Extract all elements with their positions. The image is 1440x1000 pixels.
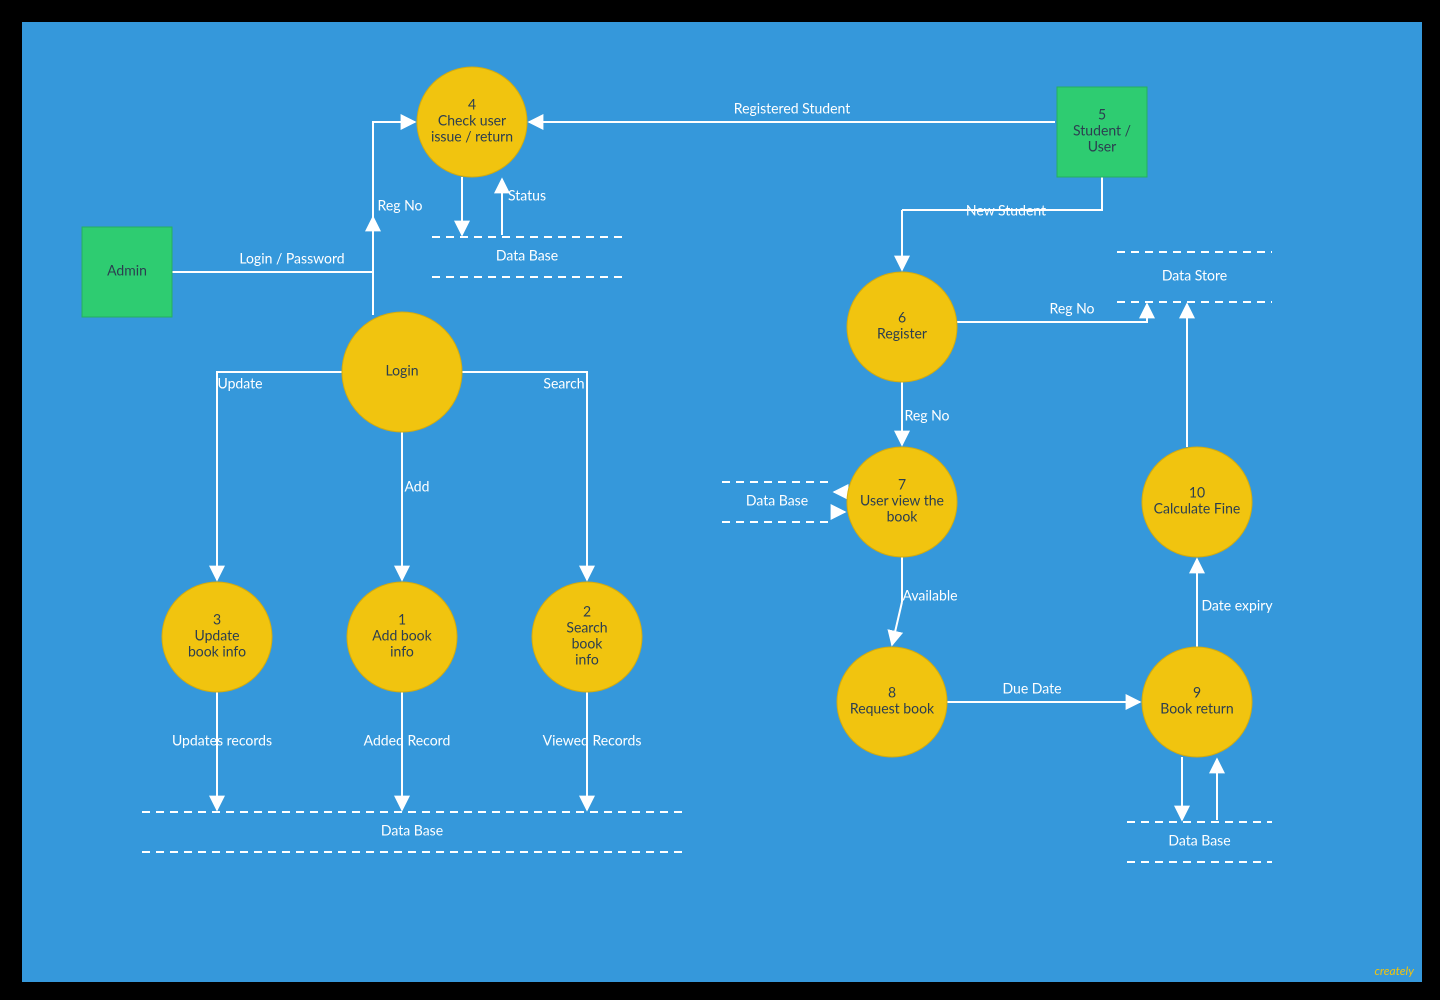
svg-text:Reg No: Reg No [378,197,423,214]
e_login_n1: Add [402,432,430,580]
panel: Login / Password Reg No Registered Student… [20,20,1424,984]
svg-text:info: info [575,651,599,668]
svg-text:issue / return: issue / return [431,128,513,145]
svg-text:Viewed Records: Viewed Records [543,732,642,749]
svg-text:User view the: User view the [860,492,944,509]
e_n7_n8b [892,602,902,645]
node-n6: 6Register [847,272,957,382]
svg-text:book: book [572,635,604,652]
node-admin: Admin [82,227,172,317]
svg-text:4: 4 [468,96,476,113]
svg-text:User: User [1088,138,1117,155]
svg-text:1: 1 [398,611,406,628]
svg-text:Status: Status [508,187,546,204]
svg-text:Due Date: Due Date [1002,680,1061,697]
svg-text:New Student: New Student [966,202,1046,219]
e_n6_n7: Reg No [902,382,950,445]
node-n9: 9Book return [1142,647,1252,757]
svg-text:10: 10 [1189,484,1205,501]
svg-text:6: 6 [898,309,906,326]
e_n3_db: Updates records [172,692,272,810]
svg-text:Calculate Fine: Calculate Fine [1154,500,1241,517]
svg-text:5: 5 [1098,106,1106,123]
svg-text:book: book [887,508,919,525]
svg-text:Book return: Book return [1160,700,1233,717]
node-n3: 3Updatebook info [162,582,272,692]
node-n8: 8Request book [837,647,947,757]
svg-text:Data Base: Data Base [1168,832,1230,849]
svg-text:book info: book info [188,643,246,660]
svg-text:Check user: Check user [438,112,506,129]
e_n4_stu: Registered Student [529,100,1055,122]
svg-text:Added Record: Added Record [364,732,451,749]
svg-text:Updates records: Updates records [172,732,272,749]
svg-text:8: 8 [888,684,896,701]
svg-text:Add: Add [404,478,429,495]
svg-text:Search: Search [566,619,607,636]
svg-text:Search: Search [543,375,584,392]
svg-text:Add book: Add book [372,627,432,644]
node-login: Login [342,312,462,432]
canvas: Login / Password Reg No Registered Student… [0,0,1440,1000]
svg-text:Student /: Student / [1073,122,1131,139]
datastore-ds3: Data Base [722,482,832,522]
node-n2: 2Searchbookinfo [532,582,642,692]
node-n10: 10Calculate Fine [1142,447,1252,557]
datastore-ds4: Data Base [1127,822,1272,862]
svg-text:Request book: Request book [850,700,935,717]
datastore-ds2: Data Base [142,812,682,852]
e_db_n4_up: Status [502,179,546,235]
svg-text:Available: Available [902,587,957,604]
datastore-ds5: Data Store [1117,252,1272,302]
svg-text:Data Store: Data Store [1162,267,1227,284]
credit: creately [1374,963,1414,978]
e_stu_n6a: New Student [902,177,1102,219]
svg-text:Data Base: Data Base [381,822,443,839]
e_n8_n9: Due Date [947,680,1140,702]
svg-text:Admin: Admin [107,262,147,279]
node-n7: 7User view thebook [847,447,957,557]
e_admin_login: Login / Password [172,250,373,315]
node-n4: 4Check userissue / return [417,67,527,177]
datastore-ds1: Data Base [432,237,622,277]
e_login_n2a: Search [462,372,587,392]
diagram-svg: Login / Password Reg No Registered Student… [22,22,1422,982]
svg-text:Data Base: Data Base [746,492,808,509]
svg-text:Reg No: Reg No [1050,300,1095,317]
svg-text:Login: Login [385,362,418,379]
node-n1: 1Add bookinfo [347,582,457,692]
svg-text:Registered Student: Registered Student [734,100,850,117]
svg-text:9: 9 [1193,684,1201,701]
e_login_n3a: Update [217,372,342,392]
svg-text:Update: Update [217,375,262,392]
e_n7_n8a: Available [902,557,958,604]
svg-text:Register: Register [877,325,927,342]
svg-text:3: 3 [213,611,221,628]
svg-text:Login / Password: Login / Password [239,250,344,267]
e_login_reg: Reg No [373,197,423,314]
e_n9_n10: Date expiry [1197,559,1273,647]
svg-text:7: 7 [898,476,906,493]
svg-text:2: 2 [583,603,591,620]
svg-text:Reg No: Reg No [905,407,950,424]
svg-text:Date expiry: Date expiry [1201,597,1273,614]
svg-text:Update: Update [194,627,239,644]
node-student: 5Student /User [1057,87,1147,177]
e_n1_db: Added Record [364,692,451,810]
e_n2_db: Viewed Records [543,692,642,810]
svg-text:Data Base: Data Base [496,247,558,264]
svg-text:info: info [390,643,414,660]
